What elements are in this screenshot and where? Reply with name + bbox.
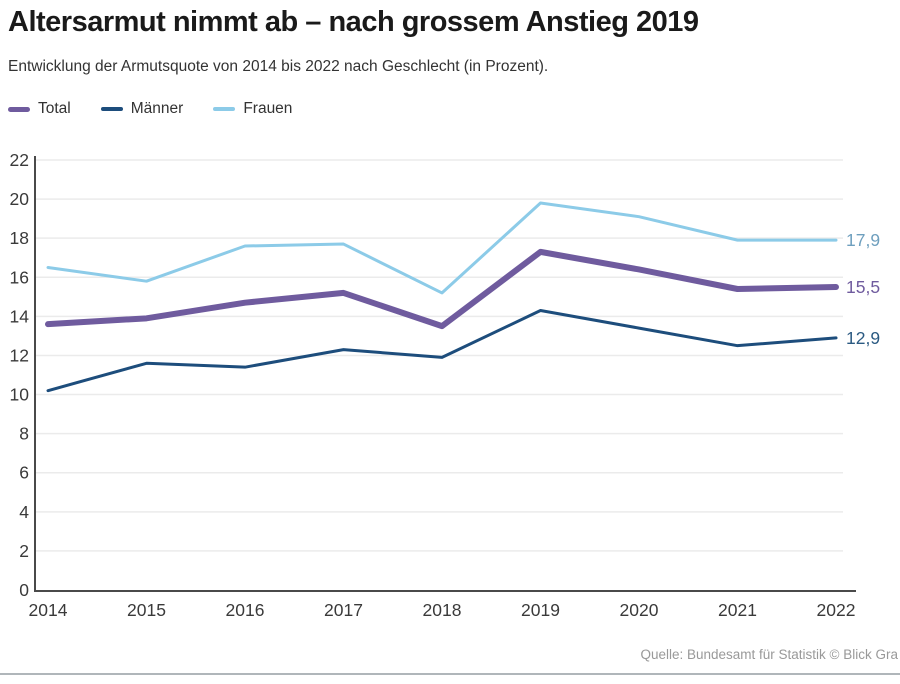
bottom-divider	[0, 673, 900, 675]
y-tick-label: 18	[10, 228, 29, 248]
end-label: 12,9	[846, 328, 880, 348]
x-tick-label: 2022	[817, 600, 856, 620]
legend-swatch-maenner	[100, 107, 123, 111]
y-tick-label: 8	[19, 424, 29, 444]
y-tick-label: 16	[10, 267, 29, 287]
y-tick-label: 10	[10, 385, 30, 405]
legend-swatch-total	[8, 106, 30, 112]
legend-label-total: Total	[38, 100, 71, 117]
y-tick-label: 22	[10, 150, 29, 170]
line-maenner	[46, 309, 838, 393]
x-tick-label: 2021	[718, 600, 757, 620]
legend-item: Männer	[100, 100, 184, 118]
x-tick-label: 2017	[324, 600, 363, 620]
x-tick-label: 2018	[423, 600, 462, 620]
line-total	[45, 248, 839, 330]
legend-swatch-frauen	[213, 107, 236, 111]
y-tick-label: 4	[19, 502, 29, 522]
end-label: 15,5	[846, 277, 880, 297]
line-frauen	[46, 201, 838, 295]
x-tick-label: 2016	[226, 600, 265, 620]
y-tick-label: 2	[19, 541, 29, 561]
x-tick-label: 2019	[521, 600, 560, 620]
source-credit: Quelle: Bundesamt für Statistik © Blick …	[640, 647, 898, 662]
y-tick-label: 0	[19, 580, 29, 600]
x-tick-label: 2020	[620, 600, 659, 620]
x-tick-label: 2015	[127, 600, 166, 620]
x-tick-label: 2014	[29, 600, 68, 620]
legend-item: Frauen	[213, 100, 292, 118]
y-tick-label: 20	[10, 189, 30, 209]
end-label: 17,9	[846, 230, 880, 250]
y-tick-label: 14	[10, 306, 30, 326]
y-tick-label: 6	[19, 463, 29, 483]
legend-label-frauen: Frauen	[243, 100, 293, 117]
legend: Total Männer Frauen	[8, 100, 292, 118]
legend-label-maenner: Männer	[130, 100, 184, 117]
page-title: Altersarmut nimmt ab – nach grossem Anst…	[8, 6, 699, 38]
legend-item: Total	[8, 100, 71, 118]
y-tick-label: 12	[10, 345, 29, 365]
page-subtitle: Entwicklung der Armutsquote von 2014 bis…	[8, 58, 549, 75]
